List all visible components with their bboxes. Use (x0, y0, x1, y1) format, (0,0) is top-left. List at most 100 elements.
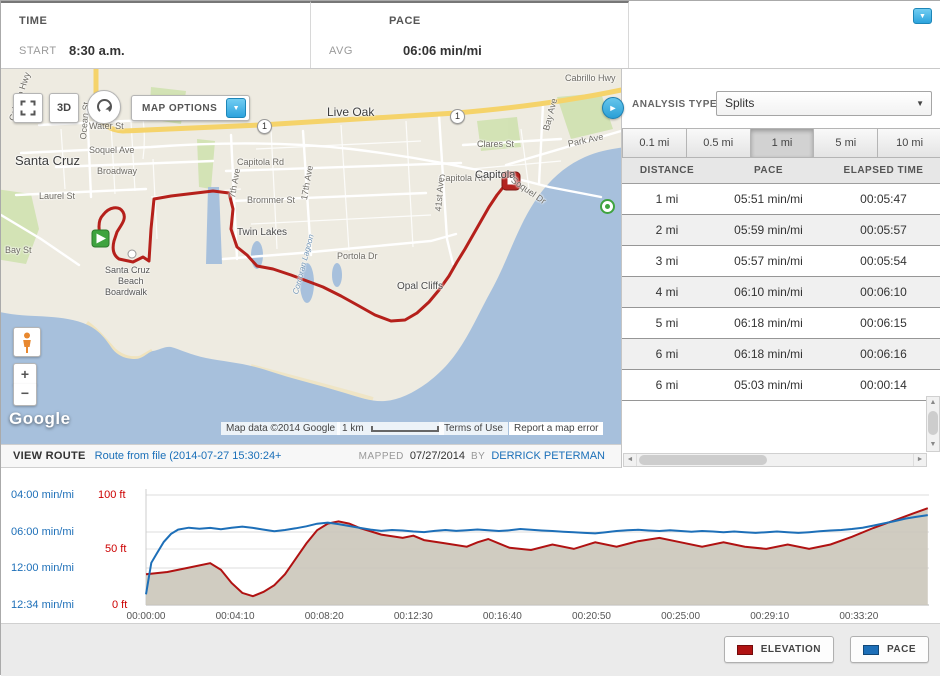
zoom-out-button[interactable]: − (13, 384, 37, 406)
split-tab-0.1-mi[interactable]: 0.1 mi (622, 128, 687, 158)
route-start-marker[interactable] (91, 229, 110, 248)
split-tab-0.5-mi[interactable]: 0.5 mi (686, 128, 751, 158)
chart-canvas: 00:00:00 00:04:10 00:08:20 00:12:30 00:16:40… (127, 489, 929, 622)
split-tab-5-mi[interactable]: 5 mi (814, 128, 879, 158)
split-cell: 00:05:47 (860, 192, 907, 206)
pace-axis-tick-label: 04:00 min/mi (11, 489, 74, 501)
split-cell: 6 mi (655, 378, 679, 392)
x-axis-tick-label: 00:12:30 (394, 611, 433, 622)
elevation-legend-label: ELEVATION (760, 644, 821, 655)
summary-bar: TIME START 8:30 a.m. PACE AVG 06:06 min/… (1, 1, 940, 69)
scroll-up-arrow[interactable]: ▲ (929, 399, 937, 406)
route-point-marker[interactable] (127, 249, 137, 259)
time-summary: TIME START 8:30 a.m. (1, 1, 311, 68)
map-place-label: Santa Cruz (105, 265, 151, 275)
split-cell: 2 mi (655, 223, 679, 237)
vertical-scrollbar[interactable]: ▲ ▼ (926, 396, 940, 452)
map-harbor-lagoons (206, 187, 342, 303)
analysis-type-label: ANALYSIS TYPE: (632, 99, 721, 110)
route-finish-marker[interactable] (501, 171, 521, 191)
split-cell: 00:05:54 (860, 254, 907, 268)
map-place-label: Beach (118, 276, 144, 286)
start-label: START (19, 45, 57, 57)
split-tab-1-mi[interactable]: 1 mi (750, 128, 815, 158)
scale-bar (370, 426, 439, 432)
scrollbar-thumb[interactable] (928, 411, 938, 435)
panel-expand-arrow-button[interactable]: ► (602, 97, 624, 119)
green-poi-marker[interactable] (600, 199, 615, 214)
map-place-label: Capitola Rd (439, 173, 487, 183)
chevron-down-icon: ▼ (226, 98, 247, 118)
avg-label: AVG (329, 45, 353, 57)
elevation-axis-tick-label: 50 ft (105, 543, 127, 555)
elevation-legend-button[interactable]: ELEVATION (723, 636, 834, 663)
split-cell: 05:51 min/mi (734, 192, 803, 206)
highway-1-shield: 1 (450, 109, 465, 124)
elevation-swatch (736, 644, 753, 655)
avg-pace-value: 06:06 min/mi (403, 43, 482, 58)
terms-of-use-link[interactable]: Terms of Use (439, 422, 508, 435)
map-rotate-button[interactable] (87, 90, 121, 124)
route-file-link[interactable]: Route from file (2014-07-27 15:30:24+ (94, 450, 282, 462)
pace-swatch (862, 644, 879, 655)
analysis-type-select[interactable]: Splits ▼ (716, 91, 932, 116)
map-3d-button[interactable]: 3D (49, 93, 79, 123)
split-row[interactable]: 5 mi 06:18 min/mi 00:06:15 (622, 308, 940, 339)
split-row[interactable]: 3 mi 05:57 min/mi 00:05:54 (622, 246, 940, 277)
scroll-left-arrow[interactable]: ◄ (624, 454, 637, 466)
split-interval-tabs: 0.1 mi 0.5 mi 1 mi 5 mi 10 mi (622, 128, 940, 158)
scroll-down-arrow[interactable]: ▼ (929, 441, 937, 448)
collapse-panel-button[interactable]: ▼ (913, 8, 932, 24)
map-place-label: Water St (89, 121, 124, 131)
route-polyline (97, 177, 511, 323)
zoom-in-button[interactable]: + (13, 363, 37, 385)
time-label: TIME (19, 15, 48, 27)
google-logo[interactable]: Google (9, 409, 71, 428)
x-axis-tick-label: 00:33:20 (839, 611, 878, 622)
split-cell: 00:06:16 (860, 347, 907, 361)
column-header-pace: PACE (753, 165, 784, 176)
x-axis-tick-label: 00:08:20 (305, 611, 344, 622)
horizontal-scrollbar[interactable]: ◄ ► (623, 453, 927, 467)
split-row[interactable]: 2 mi 05:59 min/mi 00:05:57 (622, 215, 940, 246)
x-axis-tick-label: 00:29:10 (750, 611, 789, 622)
map-options-button[interactable]: MAP OPTIONS ▼ (131, 95, 251, 121)
split-cell: 6 mi (655, 347, 679, 361)
column-header-distance: DISTANCE (639, 165, 695, 176)
fullscreen-icon (20, 100, 36, 116)
split-row[interactable]: 1 mi 05:51 min/mi 00:05:47 (622, 184, 940, 215)
split-cell: 4 mi (655, 285, 679, 299)
map-options-label: MAP OPTIONS (142, 102, 218, 114)
split-cell: 00:05:57 (860, 223, 907, 237)
map-place-label: Clares St (477, 139, 515, 149)
fullscreen-button[interactable] (13, 93, 43, 123)
pace-legend-button[interactable]: PACE (849, 636, 929, 663)
chevron-right-icon: ► (608, 103, 618, 113)
pace-line (145, 514, 928, 595)
scroll-right-arrow[interactable]: ► (913, 454, 926, 466)
scrollbar-thumb[interactable] (639, 455, 767, 465)
street-view-pegman[interactable] (13, 327, 41, 357)
split-row[interactable]: 6 mi 06:18 min/mi 00:06:16 (622, 339, 940, 370)
minus-icon: − (20, 385, 30, 401)
split-cell: 06:10 min/mi (734, 285, 803, 299)
route-meta: MAPPED 07/27/2014 BY DERRICK PETERMAN (359, 450, 605, 462)
split-row[interactable]: 6 mi 05:03 min/mi 00:00:14 (622, 370, 940, 401)
split-row[interactable]: 4 mi 06:10 min/mi 00:06:10 (622, 277, 940, 308)
pace-axis-tick-label: 06:00 min/mi (11, 526, 74, 538)
author-link[interactable]: DERRICK PETERMAN (491, 450, 605, 462)
split-cell: 06:18 min/mi (734, 347, 803, 361)
report-map-error-link[interactable]: Report a map error (509, 422, 604, 435)
map-attribution: Map data ©2014 Google (221, 422, 341, 435)
pace-elevation-chart[interactable]: 04:00 min/mi 06:00 min/mi 12:00 min/mi 12:3… (1, 468, 940, 623)
map-place-label: Twin Lakes (237, 227, 288, 238)
pace-axis-tick-label: 12:00 min/mi (11, 562, 74, 574)
column-header-elapsed-time: ELAPSED TIME (843, 165, 924, 176)
map-place-label: Santa Cruz (15, 153, 81, 168)
split-tab-10-mi[interactable]: 10 mi (878, 128, 940, 158)
pace-label: PACE (389, 15, 421, 27)
pace-axis-tick-label: 12:34 min/mi (11, 599, 74, 611)
highway-1-shield: 1 (257, 119, 272, 134)
chevron-down-icon: ▼ (916, 99, 924, 108)
